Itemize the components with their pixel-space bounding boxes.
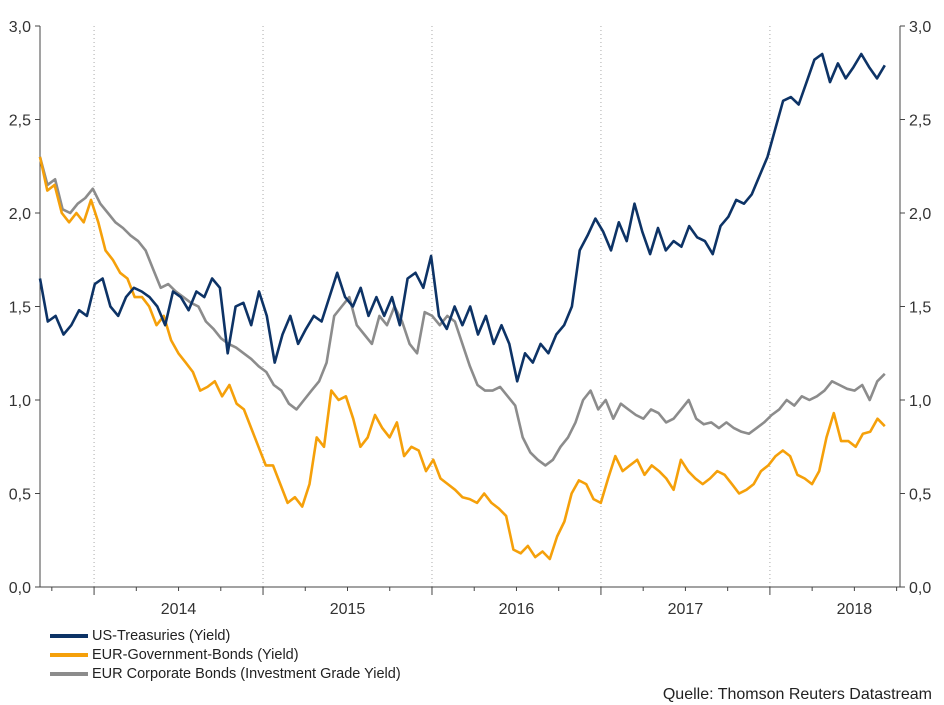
series-line-eur-corporate-bonds-investment-grade-yield-: [38, 156, 886, 467]
series-lines: [38, 52, 886, 561]
y-tick-label: 0,5: [9, 487, 31, 504]
y-tick-label: 2,0: [9, 206, 31, 223]
y-tick-label: 0,0: [9, 580, 31, 597]
y-tick-label: 1,0: [9, 393, 31, 410]
legend-label: US-Treasuries (Yield): [92, 627, 231, 644]
axes: [35, 25, 905, 595]
x-axis-labels: 2014 2015 2016 2017 2018: [161, 601, 873, 618]
y-tick-label: 1,5: [9, 300, 31, 317]
x-tick-label: 2017: [668, 601, 704, 618]
y-tick-label: 3,0: [909, 19, 931, 36]
source-note: Quelle: Thomson Reuters Datastream: [662, 686, 932, 703]
legend-item-eur-corporate-bonds: EUR Corporate Bonds (Investment Grade Yi…: [50, 664, 401, 683]
y-tick-label: 2,5: [9, 113, 31, 130]
x-tick-label: 2015: [330, 601, 366, 618]
legend-swatch: [50, 652, 88, 657]
y-tick-label: 1,0: [909, 393, 931, 410]
x-tick-label: 2018: [837, 601, 873, 618]
legend-label: EUR-Government-Bonds (Yield): [92, 646, 299, 663]
y-tick-label: 0,0: [909, 580, 931, 597]
legend: US-Treasuries (Yield) EUR-Government-Bon…: [50, 626, 401, 683]
legend-item-eur-government-bonds: EUR-Government-Bonds (Yield): [50, 645, 401, 664]
y-axis-right-labels: 0,0 0,5 1,0 1,5 2,0 2,5 3,0: [909, 19, 931, 597]
series-line-eur-government-bonds-yield-: [38, 156, 886, 561]
y-tick-label: 3,0: [9, 19, 31, 36]
x-tick-label: 2014: [161, 601, 197, 618]
y-tick-label: 2,5: [909, 113, 931, 130]
y-tick-label: 2,0: [909, 206, 931, 223]
legend-label: EUR Corporate Bonds (Investment Grade Yi…: [92, 665, 401, 682]
y-tick-label: 0,5: [909, 487, 931, 504]
grid-lines: [93, 26, 771, 587]
y-axis-left-labels: 0,0 0,5 1,0 1,5 2,0 2,5 3,0: [9, 19, 31, 597]
y-tick-label: 1,5: [909, 300, 931, 317]
legend-item-us-treasuries: US-Treasuries (Yield): [50, 626, 401, 645]
legend-swatch: [50, 671, 88, 676]
legend-swatch: [50, 633, 88, 638]
series-line-us-treasuries-yield-: [38, 52, 886, 383]
x-tick-label: 2016: [499, 601, 535, 618]
